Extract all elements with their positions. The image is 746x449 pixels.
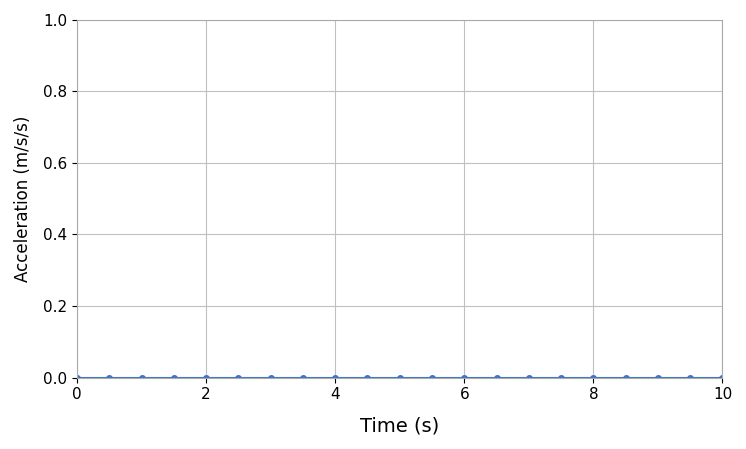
Y-axis label: Acceleration (m/s/s): Acceleration (m/s/s)	[14, 115, 32, 282]
X-axis label: Time (s): Time (s)	[360, 416, 439, 435]
